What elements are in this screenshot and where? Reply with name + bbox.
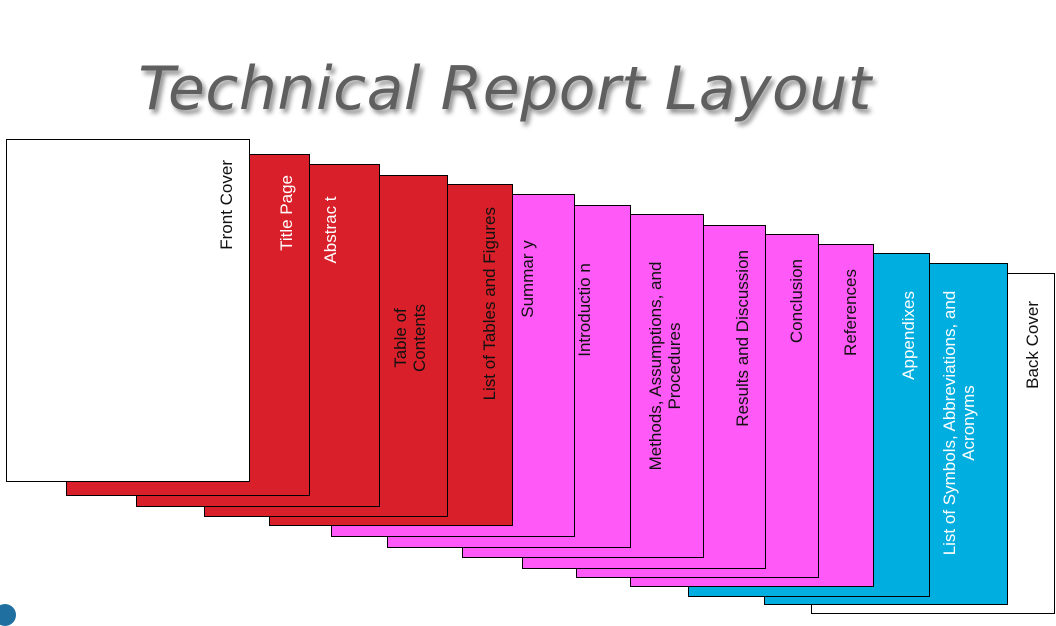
page-label: Results and Discussion <box>733 250 752 427</box>
page-front-cover: Front Cover <box>6 139 250 482</box>
page-label: Appendixes <box>899 291 918 380</box>
page-label: Introductio n <box>575 263 594 357</box>
page-label: References <box>841 269 860 356</box>
page-label: List of Symbols, Abbreviations, and Acro… <box>940 290 978 556</box>
page-label: Table of Contents <box>391 303 429 373</box>
page-label: Back Cover <box>1023 301 1042 389</box>
page-label: List of Tables and Figures <box>480 207 499 401</box>
page-label: Methods, Assumptions, and Procedures <box>646 261 684 471</box>
page-label: Abstrac t <box>321 196 340 264</box>
diagram-title: Technical Report Layout <box>138 54 872 124</box>
page-label: Conclusion <box>787 259 806 344</box>
page-label: Front Cover <box>217 160 236 250</box>
page-label: Summar y <box>518 240 537 318</box>
corner-decoration <box>0 604 16 626</box>
page-label: Title Page <box>277 175 296 251</box>
